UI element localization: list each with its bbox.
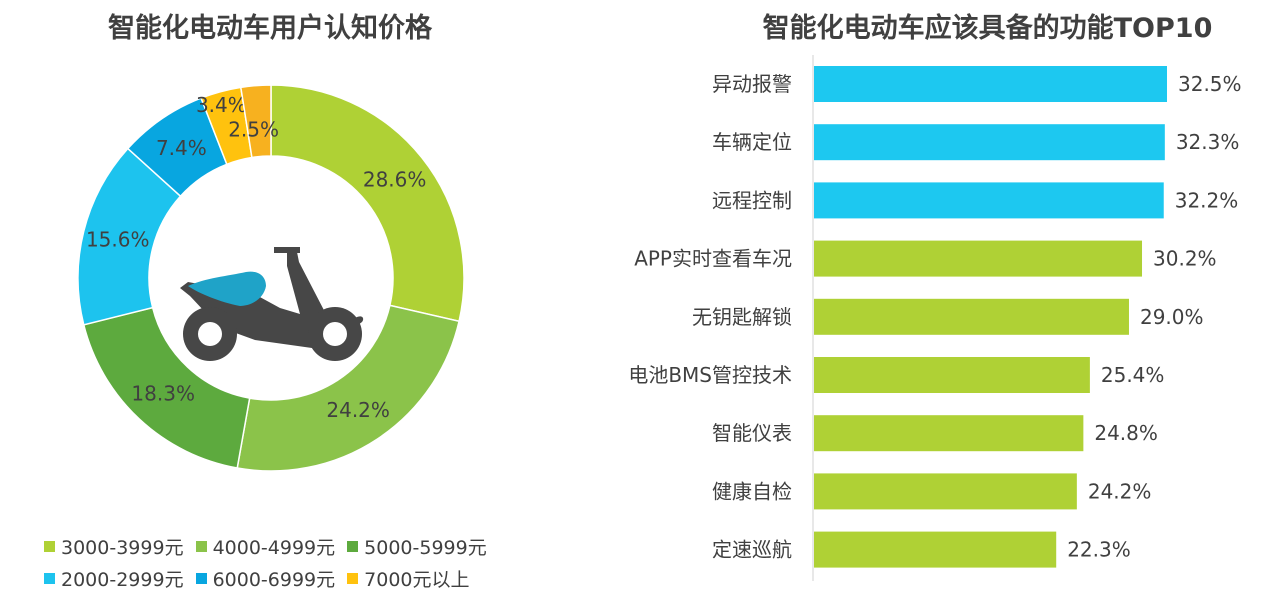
- bar-value-label: 24.8%: [1094, 421, 1158, 445]
- legend-label: 2000-2999元: [61, 568, 184, 591]
- donut-slice-label: 28.6%: [363, 168, 427, 192]
- donut-slice: [239, 84, 272, 159]
- bar-value-label: 32.3%: [1176, 130, 1240, 154]
- category-label: 定速巡航: [712, 538, 792, 562]
- bar-value-label: 32.5%: [1178, 72, 1242, 96]
- category-label: 异动报警: [712, 72, 792, 96]
- legend-item: 4000-4999元: [195, 533, 336, 560]
- bar: [814, 124, 1165, 161]
- legend-label: 7000元以上: [364, 568, 470, 591]
- legend-label: 3000-3999元: [61, 536, 184, 559]
- category-label: 无钥匙解锁: [692, 305, 792, 329]
- donut-slice-label: 3.4%: [196, 93, 247, 117]
- legend-item: 2000-2999元: [44, 565, 184, 592]
- bar-value-label: 32.2%: [1175, 188, 1239, 212]
- bar: [814, 415, 1084, 452]
- bar: [814, 182, 1164, 219]
- donut-slice-label: 18.3%: [131, 382, 195, 406]
- category-label: APP实时查看车况: [634, 247, 792, 271]
- bar: [814, 66, 1167, 102]
- bar: [814, 240, 1143, 277]
- legend-swatch: [44, 572, 55, 584]
- donut-chart-title: 智能化电动车用户认知价格: [108, 13, 432, 44]
- legend-label: 6000-6999元: [212, 568, 336, 591]
- scooter-icon: [180, 247, 364, 361]
- bar: [814, 531, 1057, 568]
- legend-swatch: [347, 540, 359, 552]
- donut-legend: 3000-3999元 4000-4999元 5000-5999元 2000-2999…: [44, 530, 564, 594]
- legend-swatch: [195, 540, 207, 552]
- bar-value-label: 29.0%: [1140, 305, 1204, 329]
- donut-slice-label: 15.6%: [86, 228, 150, 252]
- legend-item: 3000-3999元: [44, 533, 184, 560]
- donut-slice: [270, 84, 465, 323]
- donut-slice-label: 2.5%: [228, 117, 279, 141]
- category-label: 健康自检: [712, 479, 792, 503]
- bar: [814, 298, 1129, 335]
- bar-value-label: 24.2%: [1088, 479, 1152, 503]
- bar: [814, 473, 1077, 510]
- bar-value-label: 25.4%: [1101, 363, 1165, 387]
- bar-chart: 异动报警 32.5% 车辆定位 32.3% 远程控制 32.2% APP实时查看车况 30.2…: [628, 55, 1242, 581]
- bar-chart-title: 智能化电动车应该具备的功能TOP10: [762, 13, 1213, 44]
- legend-swatch: [44, 540, 55, 552]
- bar-value-label: 22.3%: [1067, 538, 1131, 562]
- category-label: 车辆定位: [712, 130, 792, 154]
- legend-label: 5000-5999元: [364, 536, 487, 559]
- legend-item: 6000-6999元: [195, 565, 336, 592]
- bar: [814, 357, 1090, 393]
- donut-slice: [236, 304, 460, 472]
- category-label: 电池BMS管控技术: [628, 363, 792, 387]
- legend-item: 7000元以上: [347, 565, 470, 592]
- donut-chart: 28.6% 24.2% 18.3% 15.6% 7.4% 3.4%2.5%: [77, 84, 465, 472]
- category-label: 智能仪表: [712, 421, 792, 445]
- legend-item: 5000-5999元: [347, 533, 487, 560]
- category-label: 远程控制: [712, 188, 792, 212]
- donut-slice-label: 7.4%: [156, 136, 207, 160]
- bar-value-label: 30.2%: [1153, 247, 1217, 271]
- legend-label: 4000-4999元: [212, 536, 336, 559]
- legend-swatch: [195, 572, 207, 584]
- legend-swatch: [347, 572, 359, 584]
- donut-slice-label: 24.2%: [326, 398, 390, 422]
